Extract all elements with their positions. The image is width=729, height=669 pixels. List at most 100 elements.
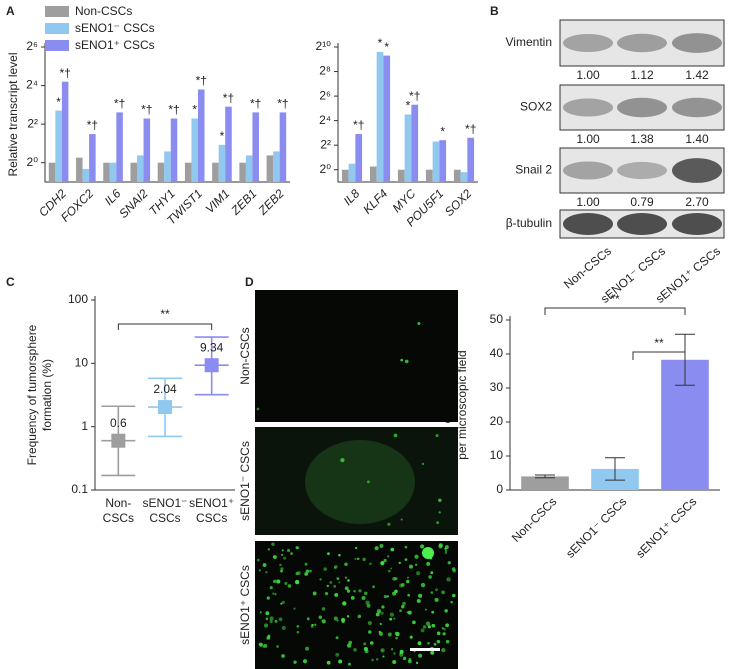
cell bbox=[290, 552, 293, 555]
bar bbox=[266, 155, 274, 182]
cell bbox=[312, 591, 317, 596]
cell bbox=[372, 585, 376, 589]
bar bbox=[48, 162, 56, 182]
y-tick-label: 1 bbox=[81, 419, 88, 433]
blot-strip bbox=[559, 84, 725, 131]
cell bbox=[335, 636, 339, 640]
significance: *† bbox=[114, 97, 125, 111]
bar bbox=[218, 144, 226, 182]
significance: * bbox=[220, 129, 225, 143]
cell bbox=[323, 567, 327, 571]
cell bbox=[379, 543, 384, 548]
blot-band bbox=[563, 98, 613, 117]
cell bbox=[407, 593, 410, 597]
legend-label: sENO1⁺ CSCs bbox=[75, 38, 155, 52]
cell bbox=[444, 547, 447, 550]
cell bbox=[355, 546, 358, 550]
cell bbox=[415, 563, 418, 566]
significance: ** bbox=[160, 307, 170, 321]
cell bbox=[371, 658, 374, 662]
cell bbox=[272, 592, 275, 595]
cell bbox=[278, 617, 283, 622]
cell bbox=[294, 579, 300, 585]
x-tick-label: sENO1⁺ bbox=[189, 496, 234, 510]
cell bbox=[431, 623, 436, 628]
cell bbox=[419, 544, 425, 549]
bar bbox=[116, 112, 123, 182]
bar bbox=[225, 106, 232, 182]
error-bar bbox=[605, 457, 625, 481]
micrograph bbox=[255, 541, 458, 669]
x-tick-label: CSCs bbox=[196, 511, 227, 525]
blot-value: 2.70 bbox=[685, 195, 709, 209]
x-tick-label: Non- bbox=[105, 496, 131, 510]
cell bbox=[433, 642, 437, 646]
significance: * bbox=[378, 36, 383, 50]
cell bbox=[276, 579, 281, 584]
cell bbox=[280, 569, 283, 573]
cell bbox=[380, 648, 385, 653]
cell bbox=[420, 582, 426, 588]
cell bbox=[281, 600, 285, 604]
bar bbox=[89, 134, 96, 182]
cell bbox=[414, 554, 419, 559]
cell bbox=[380, 561, 385, 566]
cell bbox=[417, 322, 421, 325]
cell bbox=[326, 660, 331, 665]
x-tick-label: IL6 bbox=[102, 186, 124, 208]
y-tick-label: 2⁴ bbox=[26, 78, 38, 92]
cell bbox=[347, 579, 350, 582]
cell bbox=[293, 660, 297, 664]
cell bbox=[356, 557, 360, 561]
cell bbox=[321, 607, 326, 611]
cell bbox=[444, 551, 448, 555]
y-tick-label: 2⁰ bbox=[27, 155, 39, 169]
cell bbox=[417, 641, 422, 646]
cell bbox=[265, 611, 270, 616]
cell bbox=[375, 658, 379, 661]
bar bbox=[55, 110, 62, 182]
cell bbox=[338, 553, 341, 557]
significance: *† bbox=[250, 97, 261, 111]
cell bbox=[450, 600, 454, 604]
cell bbox=[338, 581, 341, 584]
cell bbox=[370, 641, 374, 645]
cell bbox=[281, 625, 286, 630]
significance: *† bbox=[59, 66, 70, 80]
cell bbox=[386, 555, 390, 558]
x-tick-label: ZEB1 bbox=[228, 186, 260, 218]
cell bbox=[358, 589, 362, 593]
cell bbox=[404, 558, 408, 562]
blot-band bbox=[563, 213, 613, 235]
cell bbox=[280, 602, 283, 605]
cell bbox=[273, 555, 276, 558]
legend-label: Non-CSCs bbox=[75, 4, 132, 18]
micrograph bbox=[255, 290, 458, 422]
cell bbox=[435, 588, 439, 592]
y-tick-label: 100 bbox=[68, 292, 88, 306]
cell bbox=[256, 407, 260, 411]
cell bbox=[346, 589, 351, 593]
cell bbox=[406, 576, 409, 579]
cell bbox=[380, 611, 384, 615]
significance: *† bbox=[353, 118, 364, 132]
cell bbox=[427, 641, 430, 645]
cell bbox=[425, 621, 431, 626]
axis bbox=[44, 43, 290, 183]
cell bbox=[418, 593, 423, 598]
cell bbox=[311, 623, 314, 627]
bar bbox=[109, 162, 117, 182]
cell bbox=[295, 571, 299, 576]
cell bbox=[438, 498, 442, 502]
cell bbox=[430, 650, 435, 655]
cell bbox=[281, 654, 285, 658]
bar bbox=[170, 118, 178, 182]
significance: * bbox=[384, 40, 389, 54]
cell bbox=[395, 636, 398, 640]
cell bbox=[324, 592, 329, 596]
blot-band bbox=[617, 161, 667, 180]
cell bbox=[442, 632, 446, 636]
bar bbox=[197, 89, 205, 182]
significance: * bbox=[192, 103, 197, 117]
